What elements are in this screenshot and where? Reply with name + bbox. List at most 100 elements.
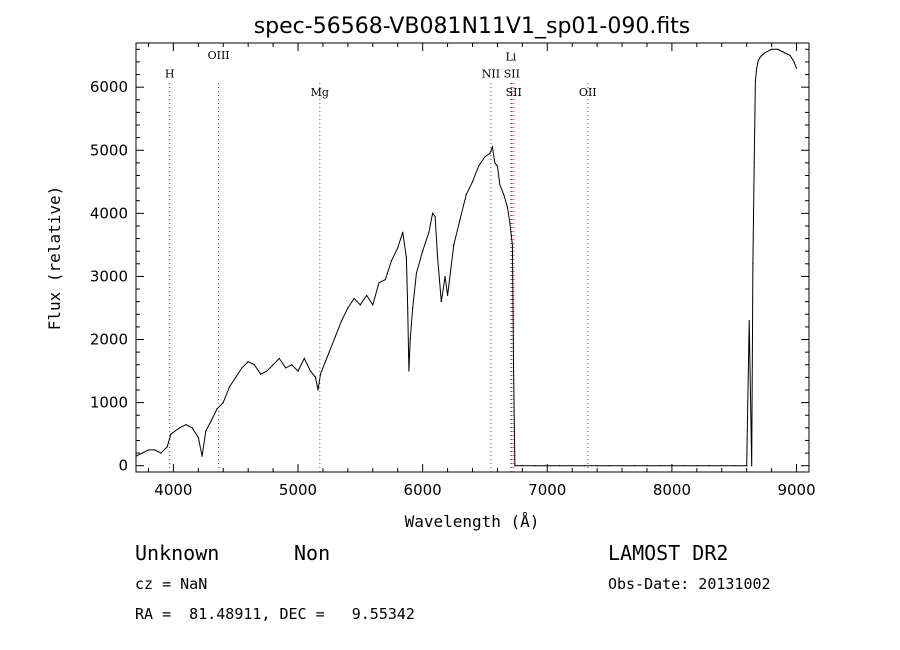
spectrum-data-point bbox=[484, 155, 486, 158]
spectrum-data-point bbox=[511, 244, 513, 246]
spectrum-data-point bbox=[646, 465, 648, 467]
spectrum-data-point bbox=[135, 455, 137, 457]
y-tick-label: 4000 bbox=[90, 204, 128, 222]
object-subclass: Non bbox=[294, 541, 331, 565]
spectrum-data-point bbox=[407, 307, 409, 309]
x-tick-label: 8000 bbox=[653, 481, 691, 499]
spectrum-data-point bbox=[793, 61, 795, 63]
spectrum-data-point bbox=[671, 465, 673, 467]
spectrum-data-point bbox=[756, 67, 758, 69]
spectral-line-label: H bbox=[165, 68, 175, 81]
spectral-line-label: NII bbox=[482, 68, 500, 81]
spectrum-data-point bbox=[608, 465, 611, 467]
spectrum-data-point bbox=[160, 452, 162, 454]
spectrum-data-point bbox=[521, 465, 523, 467]
spectrum-data-point bbox=[378, 282, 380, 284]
plot-area: H OIII Mg NII Li SII SII OII 4000 5000 6000 7000 80… bbox=[90, 42, 816, 499]
x-tick-label: 9000 bbox=[777, 481, 815, 499]
spectrum-data-point bbox=[783, 51, 785, 54]
spectrum-data-point bbox=[795, 67, 798, 69]
spectrum-data-point bbox=[437, 256, 439, 259]
spectrum-data-point bbox=[185, 424, 187, 426]
spectrum-data-point bbox=[141, 452, 143, 454]
spectrum-data-point bbox=[513, 370, 515, 372]
x-tick-label: 4000 bbox=[154, 481, 192, 499]
y-tick-label: 0 bbox=[118, 457, 128, 475]
spectrum-data-point bbox=[559, 465, 561, 467]
spectrum-data-point bbox=[365, 294, 368, 296]
spectrum-data-point bbox=[771, 48, 773, 50]
spectrum-data-point bbox=[751, 465, 753, 467]
spectrum-data-point bbox=[633, 465, 636, 467]
spectrum-data-point bbox=[777, 48, 779, 50]
spectrum-data-point bbox=[432, 212, 434, 214]
spectrum-data-point bbox=[408, 370, 410, 372]
spectrum-data-point bbox=[328, 351, 330, 353]
spectrum-data-point bbox=[241, 367, 243, 369]
spectrum-data-point bbox=[434, 215, 436, 218]
spectrum-data-point bbox=[247, 360, 249, 363]
spectrum-data-point bbox=[489, 152, 491, 155]
spectrum-data-point bbox=[658, 465, 661, 467]
spectrum-data-point bbox=[761, 55, 763, 57]
survey-name: LAMOST DR2 bbox=[608, 541, 729, 565]
spectral-line-label: Mg bbox=[311, 86, 329, 99]
x-tick-label: 6000 bbox=[404, 481, 442, 499]
spectrum-data-point bbox=[428, 231, 430, 233]
spectral-line-label: SII bbox=[506, 86, 522, 99]
spectrum-data-point bbox=[353, 297, 355, 300]
spectrum-data-point bbox=[683, 465, 685, 467]
spectrum-data-point bbox=[496, 165, 499, 167]
coordinates-readout: RA = 81.48911, DEC = 9.55342 bbox=[135, 605, 415, 623]
spectrum-data-point bbox=[390, 260, 393, 262]
spectrum-data-point bbox=[154, 449, 156, 451]
spectrum-data-point bbox=[503, 193, 505, 196]
spectrum-data-point bbox=[309, 370, 312, 372]
spectrum-data-point bbox=[415, 272, 418, 274]
spectrum-data-point bbox=[733, 465, 735, 467]
spectrum-data-point bbox=[402, 231, 404, 233]
object-class: Unknown bbox=[135, 541, 220, 565]
spectrum-data-point bbox=[372, 304, 374, 306]
spectrum-data-point bbox=[341, 319, 343, 322]
spectrum-data-point bbox=[235, 376, 237, 378]
spectrum-data-point bbox=[789, 55, 791, 57]
spectrum-data-point bbox=[334, 335, 337, 337]
spectrum-data-point bbox=[754, 80, 757, 82]
spectrum-data-point bbox=[584, 465, 586, 467]
spectrum-data-point bbox=[291, 364, 293, 366]
spectrum-data-point bbox=[506, 206, 508, 208]
spectrum-data-point bbox=[216, 408, 218, 410]
spectrum-data-point bbox=[228, 386, 231, 388]
spectrum-data-point bbox=[201, 455, 203, 457]
spectrum-data-point bbox=[303, 357, 305, 360]
spectrum-data-point bbox=[222, 402, 224, 404]
spectrum-data-point bbox=[317, 389, 319, 391]
spectrum-data-point bbox=[422, 250, 424, 252]
y-tick-label: 6000 bbox=[90, 78, 128, 96]
spectrum-data-point bbox=[459, 219, 461, 221]
spectrum-data-point bbox=[405, 256, 408, 259]
spectrum-data-point bbox=[596, 465, 598, 467]
spectrum-data-point bbox=[253, 364, 255, 366]
spectrum-data-point bbox=[147, 449, 150, 451]
plot-frame bbox=[135, 42, 810, 473]
spectrum-data-point bbox=[499, 184, 501, 186]
spectrum-data-point bbox=[708, 465, 710, 467]
spectrum-data-point bbox=[260, 373, 262, 375]
spectrum-data-point bbox=[494, 162, 496, 164]
spectrum-data-point bbox=[752, 263, 754, 265]
y-tick-label: 3000 bbox=[90, 267, 128, 285]
spectrum-data-point bbox=[748, 319, 750, 322]
x-axis-label: Wavelength (Å) bbox=[405, 512, 540, 531]
spectrum-data-point bbox=[272, 364, 274, 366]
x-tick-label: 5000 bbox=[279, 481, 317, 499]
spectrum-data-point bbox=[179, 427, 181, 429]
spectral-line-label: SII bbox=[504, 68, 520, 81]
spectrum-data-point bbox=[319, 373, 322, 375]
spectrum-data-point bbox=[621, 465, 623, 467]
axis-ticks: 4000 5000 6000 7000 8000 9000 0 1000 2000 3000 400… bbox=[90, 43, 816, 499]
y-tick-label: 5000 bbox=[90, 141, 128, 159]
spectrum-data-point bbox=[384, 278, 386, 281]
